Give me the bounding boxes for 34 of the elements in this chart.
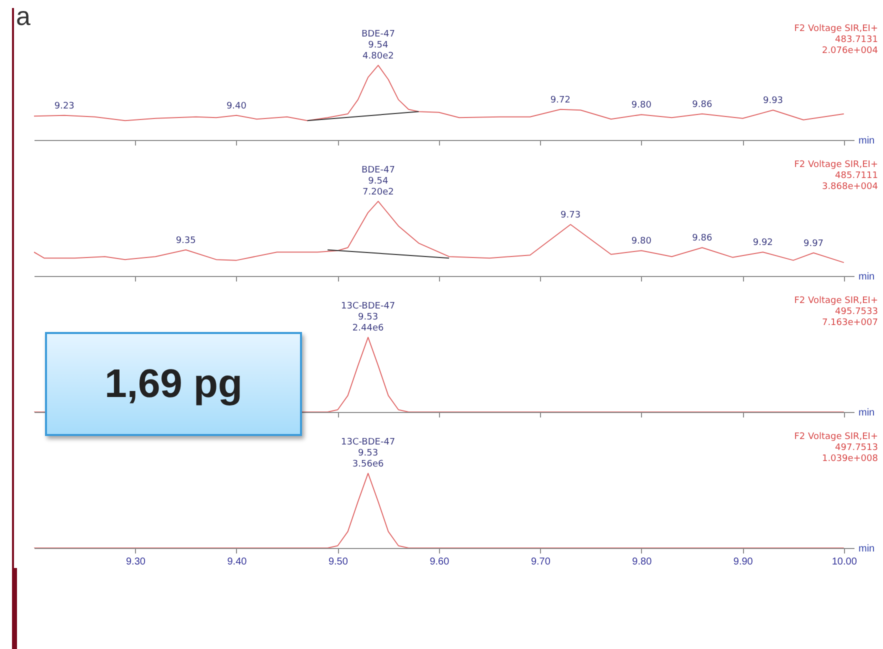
text: F2 Voltage SIR,EI+ 497.7513 1.039e+008	[794, 432, 878, 464]
annotation: 9.73	[560, 210, 581, 220]
x-tick-label: 9.70	[530, 556, 551, 568]
annotation: 13C-BDE-47 9.53 2.44e6	[340, 301, 396, 334]
text: F2 Voltage SIR,EI+ 495.7533 7.163e+007	[794, 296, 878, 328]
x-axis-title: min	[858, 544, 875, 554]
x-axis-title: min	[858, 272, 875, 282]
annotation: 9.80	[631, 100, 652, 111]
annotation: 9.93	[762, 96, 784, 106]
annotation: 9.97	[803, 238, 824, 249]
annotation: 9.23	[54, 101, 74, 112]
annotation: 9.86	[692, 100, 712, 110]
annotation: BDE-47 9.54 7.20e2	[361, 165, 395, 198]
text: F2 Voltage SIR,EI+ 485.7111 3.868e+004	[794, 160, 878, 192]
annotation: BDE-47 9.54 4.80e2	[361, 29, 395, 62]
text-box: 1,69 pg	[45, 332, 302, 436]
annotation: 13C-BDE-47 9.53 3.56e6	[340, 437, 396, 470]
chart-title: a	[16, 1, 31, 31]
annotation: 9.80	[631, 236, 652, 247]
x-tick-label: 10.00	[832, 556, 858, 568]
text: F2 Voltage SIR,EI+ 483.7131 2.076e+004	[794, 24, 878, 56]
annotation: 9.35	[176, 236, 196, 246]
x-tick-label: 9.90	[733, 556, 754, 568]
annotation: 9.40	[226, 101, 247, 112]
x-tick-label: 9.40	[227, 556, 248, 568]
annotation: 9.86	[692, 234, 712, 244]
annotation: 9.92	[752, 238, 773, 248]
annotation: 9.72	[550, 95, 570, 106]
x-tick-label: 9.30	[126, 556, 146, 568]
x-tick-label: 9.50	[328, 556, 348, 568]
x-tick-label: 9.60	[430, 556, 450, 568]
x-axis-title: min	[858, 136, 875, 146]
x-axis-title: min	[858, 408, 875, 418]
x-tick-label: 9.80	[632, 556, 652, 568]
